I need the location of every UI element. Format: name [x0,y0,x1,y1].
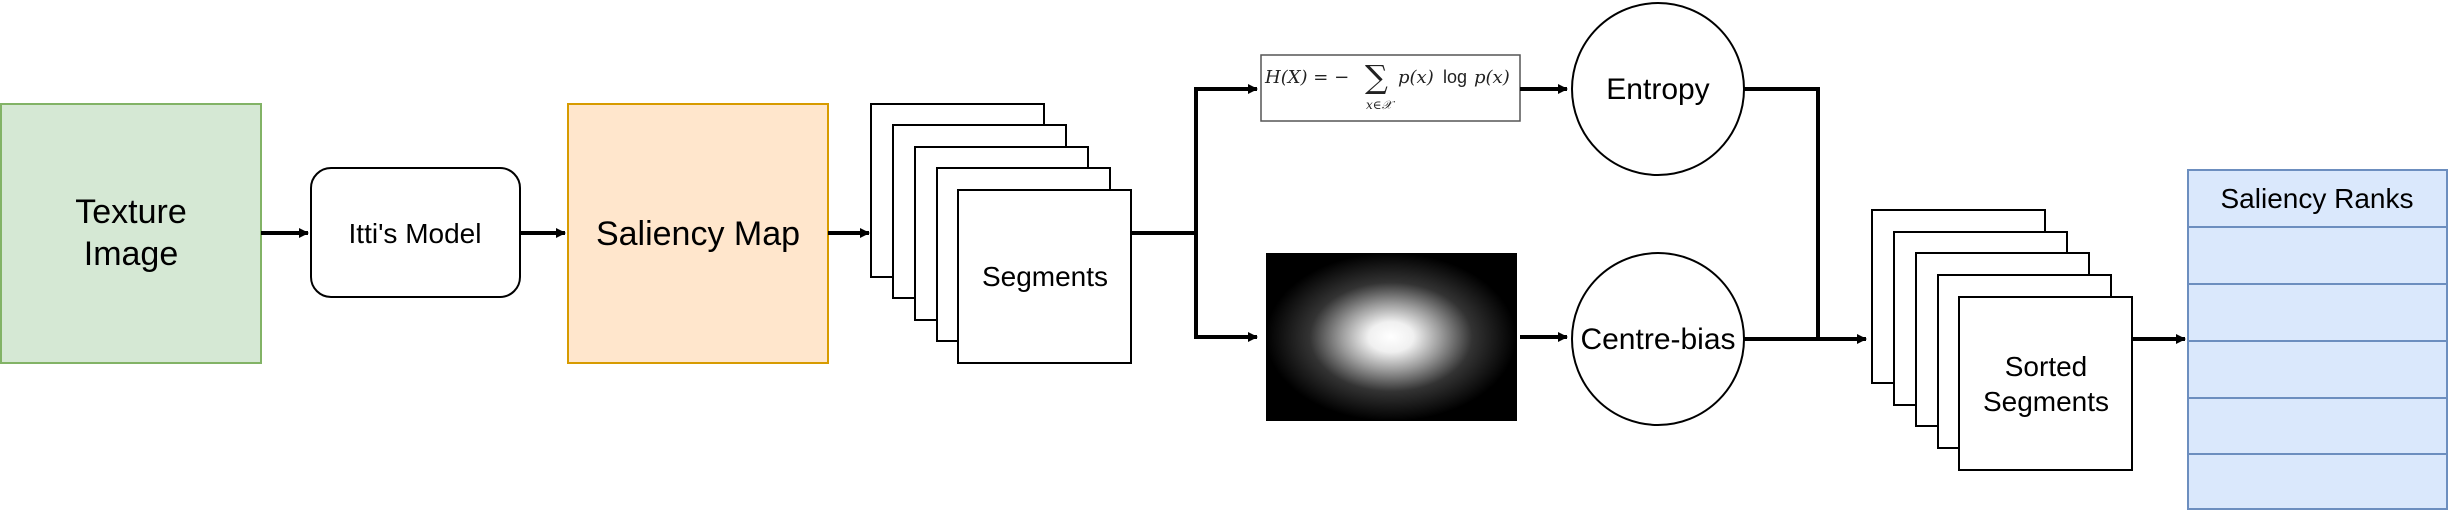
texture-image-label-line1: Texture [75,193,187,231]
saliency-map-node: Saliency Map [567,103,829,364]
saliency-map-label: Saliency Map [596,215,800,253]
ranks-row [2187,397,2448,455]
centre-bias-label: Centre-bias [1580,323,1735,356]
saliency-ranks-table: Saliency Ranks [2187,169,2448,510]
arrow-segments-to-formula [1194,84,1258,233]
segments-label: Segments [982,261,1108,292]
texture-image-label-line2: Image [84,235,179,273]
gaussian-centre-bias-image [1266,253,1517,421]
segment-card-front [957,189,1132,364]
sorted-segment-card-front [1958,296,2133,471]
segments-stack: Segments [870,103,1132,364]
formula-sum-subscript: x∈𝒳 [1366,98,1396,112]
ranks-row [2187,226,2448,285]
entropy-formula: H(X) = − ∑ x∈𝒳 p(x) log p(x) [1260,54,1521,122]
ranks-row [2187,283,2448,342]
formula-sum-symbol: ∑ [1365,58,1388,96]
entropy-node: Entropy [1571,2,1745,176]
ranks-row [2187,453,2448,510]
sorted-segments-label-line2: Segments [1983,386,2109,417]
gaussian-blob [1266,253,1516,421]
ittis-model-node: Itti's Model [310,167,521,298]
texture-image-node: Texture Image [0,103,262,364]
ranks-header-cell [2187,169,2448,228]
entropy-label: Entropy [1606,73,1709,106]
formula-lhs: H(X) = − [1264,67,1349,88]
sorted-segments-label-line1: Sorted [2005,351,2088,382]
saliency-map-box [567,103,829,364]
ittis-model-label: Itti's Model [349,218,482,249]
formula-log: log [1443,67,1467,87]
arrow-segments-to-gaussian [1194,233,1258,342]
texture-image-box [0,103,262,364]
centre-bias-node: Centre-bias [1571,252,1745,426]
connector-entropy-merge [1744,87,1820,339]
formula-px2: p(x) [1474,67,1510,88]
ranks-row [2187,340,2448,399]
sorted-segments-stack: Sorted Segments [1871,209,2133,471]
formula-px: p(x) [1398,67,1434,88]
saliency-ranks-header: Saliency Ranks [2221,183,2414,214]
